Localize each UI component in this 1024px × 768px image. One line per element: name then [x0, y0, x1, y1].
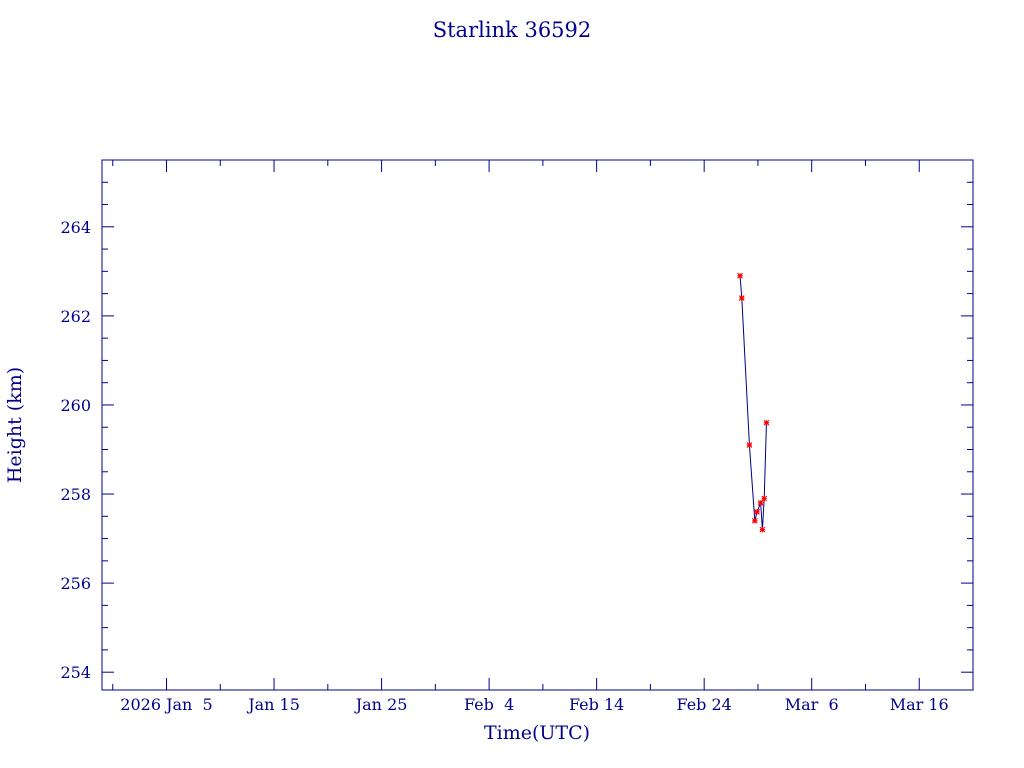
- marker-stroke: [751, 517, 758, 524]
- marker-stroke: [761, 495, 768, 502]
- data-point-marker: [738, 295, 745, 301]
- x-tick-label: Mar 16: [890, 695, 949, 714]
- series-height: [737, 272, 770, 533]
- plot-frame: [101, 159, 974, 691]
- marker-stroke: [737, 272, 743, 279]
- data-point-marker: [759, 526, 766, 533]
- chart-title: Starlink 36592: [433, 18, 592, 42]
- y-axis-label: Height (km): [4, 367, 26, 483]
- data-point-marker: [757, 500, 764, 506]
- marker-stroke: [746, 442, 753, 448]
- y-tick-label: 258: [60, 485, 91, 504]
- marker-stroke: [738, 295, 745, 301]
- x-tick-label: 2026 Jan 5: [120, 695, 212, 714]
- y-tick-label: 262: [60, 307, 91, 326]
- y-tick-label: 260: [60, 396, 91, 415]
- y-tick-label: 256: [60, 574, 91, 593]
- y-tick-label: 254: [60, 663, 91, 682]
- series-line: [739, 275, 767, 530]
- data-point-marker: [754, 508, 760, 515]
- x-axis-ticks: [112, 160, 974, 690]
- marker-stroke: [754, 508, 760, 515]
- x-tick-label: Feb 14: [569, 695, 624, 714]
- x-tick-label: Mar 6: [785, 695, 839, 714]
- data-point-marker: [751, 517, 758, 524]
- x-axis-label: Time(UTC): [484, 722, 590, 744]
- x-tick-label: Jan 15: [246, 695, 300, 714]
- marker-stroke: [759, 526, 766, 533]
- y-axis-ticks: [102, 159, 973, 673]
- data-point-marker: [763, 419, 770, 426]
- marker-stroke: [763, 419, 770, 426]
- x-axis-tick-labels: 2026 Jan 5 Jan 15 Jan 25 Feb 4 Feb 14 Feb 24 M…: [120, 695, 948, 714]
- marker-stroke: [757, 500, 764, 506]
- data-point-marker: [761, 495, 768, 502]
- y-axis-tick-labels: 254 256 258 260 262 264: [60, 218, 91, 682]
- x-tick-label: Feb 24: [676, 695, 731, 714]
- data-point-marker: [746, 442, 753, 448]
- x-tick-label: Feb 4: [464, 695, 514, 714]
- x-tick-label: Jan 25: [354, 695, 408, 714]
- y-tick-label: 264: [60, 218, 91, 237]
- data-point-marker: [737, 272, 743, 279]
